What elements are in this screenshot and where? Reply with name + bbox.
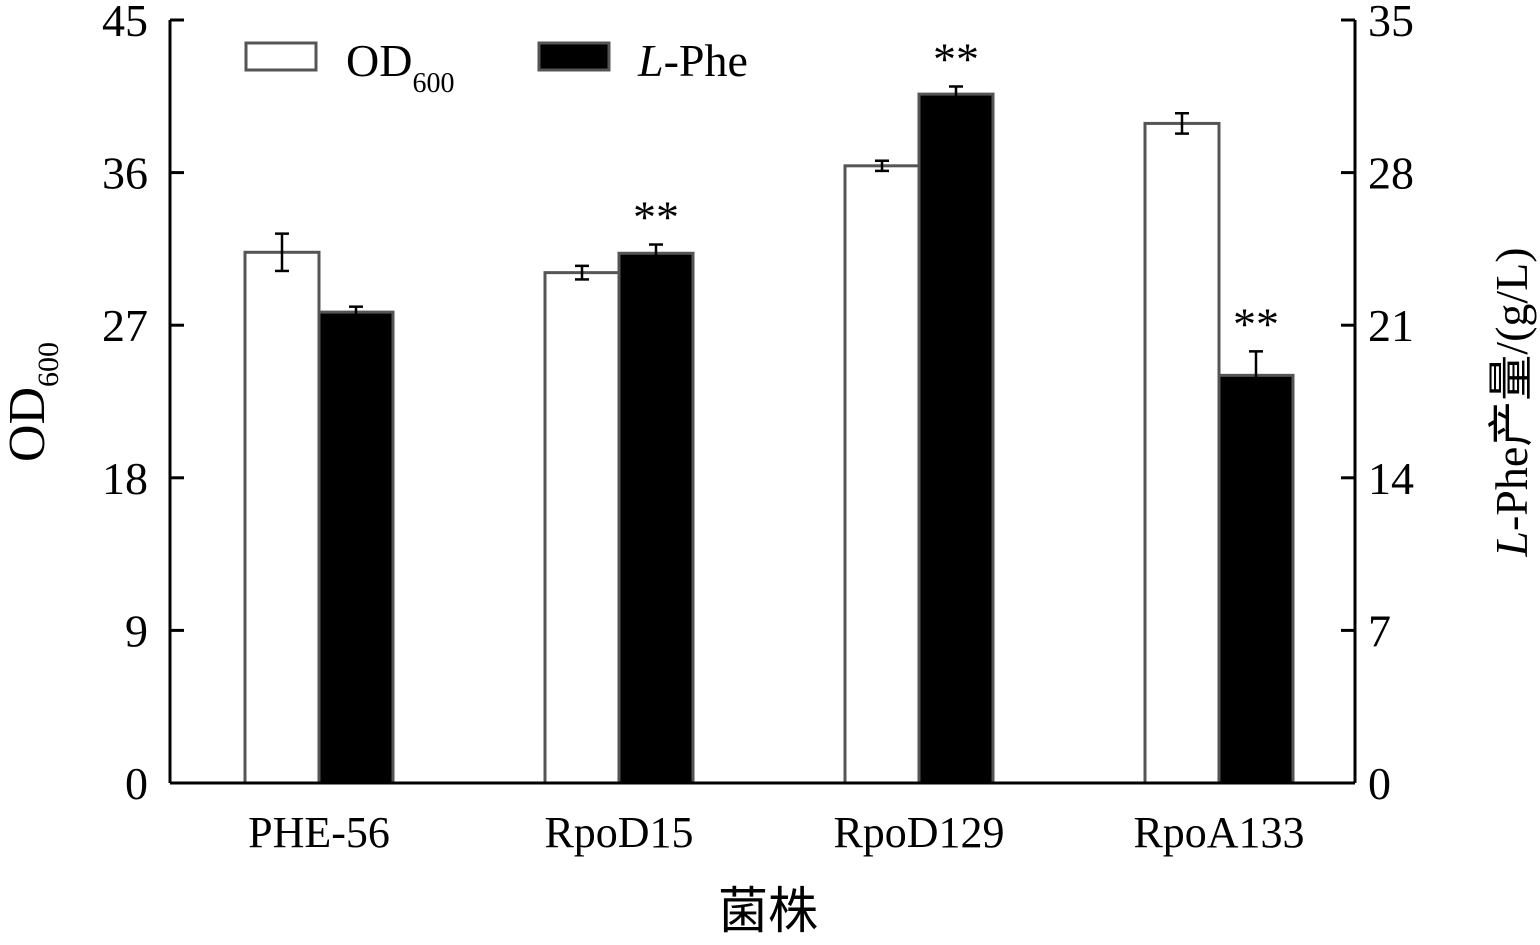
legend-label-lphe-rest: -Phe — [664, 35, 748, 86]
bar-lphe — [317, 310, 395, 785]
bars-layer — [243, 85, 1295, 785]
right-axis-title-italic: L — [1486, 531, 1537, 558]
bar-od600 — [843, 164, 921, 785]
x-axis-title: 菌株 — [718, 883, 818, 939]
right-tick-label: 28 — [1368, 148, 1414, 199]
right-axis-title-rest: -Phe产量/(g/L) — [1486, 247, 1537, 531]
left-tick-label: 27 — [102, 300, 148, 351]
bar-od600 — [243, 250, 321, 785]
legend-layer: OD600 L-Phe — [244, 35, 748, 99]
bar-od600 — [1143, 121, 1221, 785]
legend-label-od600-sub: 600 — [412, 68, 454, 99]
x-tick-label: PHE-56 — [248, 808, 390, 857]
x-tick-label: RpoD15 — [544, 808, 693, 857]
legend-label-lphe-italic: L — [637, 35, 664, 86]
right-tick-label: 21 — [1368, 300, 1414, 351]
bar-lphe — [917, 92, 995, 785]
left-axis-title: OD600 — [0, 342, 65, 462]
bar-od600 — [543, 271, 621, 785]
significance-label: ** — [1233, 298, 1279, 349]
left-tick-label: 18 — [102, 453, 148, 504]
axes-layer — [168, 18, 1357, 785]
right-axis-title: L-Phe产量/(g/L) — [1486, 247, 1537, 557]
left-tick-label: 45 — [102, 0, 148, 46]
legend-label-od600-main: OD — [346, 35, 412, 86]
legend-swatch-od600 — [244, 41, 318, 72]
significance-label: ** — [633, 192, 679, 243]
bar-lphe — [617, 251, 695, 785]
left-tick-label: 9 — [125, 605, 148, 656]
x-tick-label: RpoA133 — [1133, 808, 1304, 857]
left-tick-label: 0 — [125, 758, 148, 809]
legend-label-lphe: L-Phe — [637, 35, 748, 86]
right-tick-label: 14 — [1368, 453, 1414, 504]
significance-label: ** — [933, 33, 979, 84]
right-tick-label: 35 — [1368, 0, 1414, 46]
left-axis-title-sub: 600 — [32, 342, 65, 387]
legend-swatch-lphe — [537, 41, 611, 72]
right-tick-label: 0 — [1368, 758, 1391, 809]
left-axis-title-main: OD — [0, 387, 56, 462]
legend-label-od600: OD600 — [346, 35, 454, 99]
x-tick-label: RpoD129 — [833, 808, 1004, 857]
left-tick-label: 36 — [102, 148, 148, 199]
right-tick-label: 7 — [1368, 605, 1391, 656]
bar-lphe — [1217, 373, 1295, 785]
